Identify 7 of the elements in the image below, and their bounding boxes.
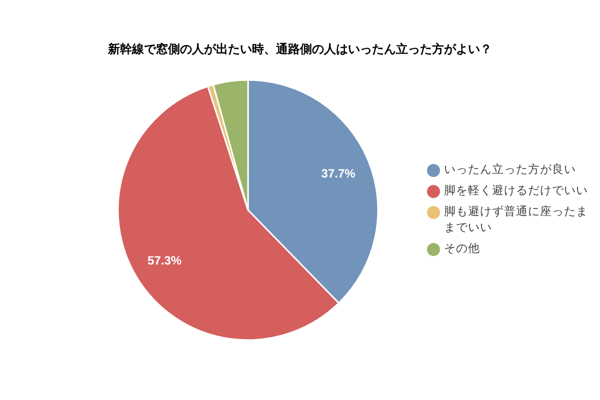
legend-label: その他 [444, 242, 481, 257]
legend-label: 脚を軽く避けるだけでいい [444, 184, 589, 199]
data-label: 57.3% [148, 253, 182, 268]
legend-label: 脚も避けず普通に座ったままでいい [444, 204, 589, 236]
data-label: 37.7% [321, 166, 356, 180]
chart-title: 新幹線で窓側の人が出たい時、通路側の人はいったん立った方がよい？ [107, 41, 493, 58]
legend-label: いったん立った方が良い [444, 162, 577, 178]
